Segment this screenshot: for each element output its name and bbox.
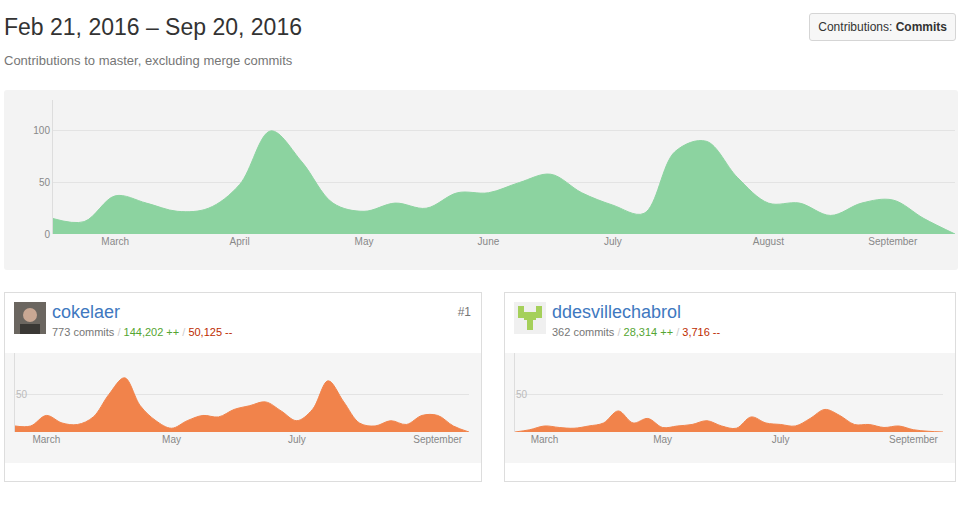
svg-text:May: May [355,236,374,247]
svg-text:September: September [868,236,918,247]
html-text:cokelaer: cokelaer [52,302,120,322]
svg-text:0: 0 [44,229,50,240]
html-text:Contributions to master, exclu: Contributions to master, excluding merge… [4,53,293,68]
svg-text:May: May [653,434,672,445]
svg-text:May: May [162,434,181,445]
svg-text:July: July [772,434,790,445]
html-text:773 commits / 144,202 ++ / 50,: 773 commits / 144,202 ++ / 50,125 -- [52,326,233,338]
html-text:ddesvillechabrol: ddesvillechabrol [552,302,682,322]
svg-text:March: March [531,434,559,445]
svg-text:March: March [32,434,60,445]
html-text:362 commits / 28,314 ++ / 3,71: 362 commits / 28,314 ++ / 3,716 -- [552,326,721,338]
svg-text:50: 50 [39,177,51,188]
svg-text:September: September [889,434,939,445]
svg-text:August: August [753,236,784,247]
html-text:#1: #1 [457,305,471,319]
svg-text:September: September [413,434,463,445]
svg-text:April: April [230,236,250,247]
svg-text:June: June [478,236,500,247]
html-text:Contributions: Commits: Contributions: Commits [818,20,947,34]
svg-text:July: July [604,236,622,247]
svg-text:100: 100 [33,125,50,136]
svg-text:50: 50 [516,389,528,400]
html-text:Feb 21, 2016 – Sep 20, 2016: Feb 21, 2016 – Sep 20, 2016 [4,14,302,40]
svg-text:July: July [288,434,306,445]
svg-text:50: 50 [16,389,28,400]
svg-text:March: March [101,236,129,247]
